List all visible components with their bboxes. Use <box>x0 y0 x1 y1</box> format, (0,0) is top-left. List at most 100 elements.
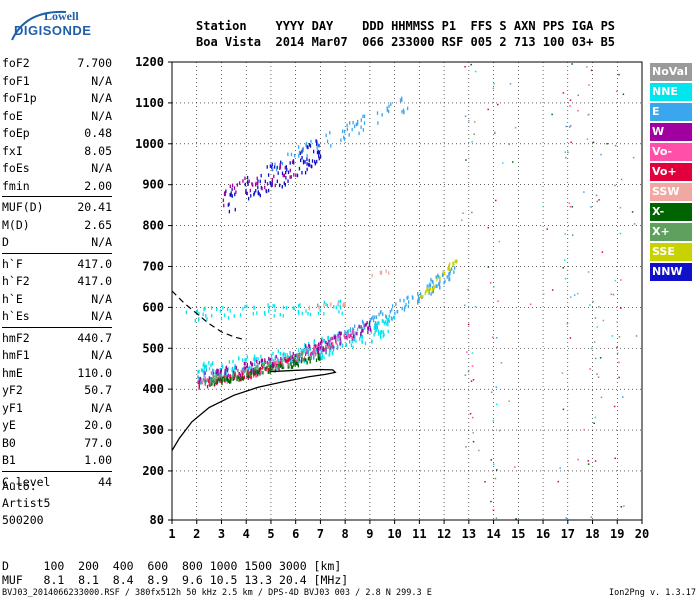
echo-point <box>435 275 437 279</box>
echo-point <box>232 370 235 375</box>
y-tick-label: 1200 <box>135 55 164 69</box>
echo-point <box>407 300 410 304</box>
echo-point <box>427 288 430 293</box>
echo-point <box>235 365 237 370</box>
param-value: 417.0 <box>77 256 112 271</box>
echo-point <box>282 363 284 368</box>
echo-point <box>448 267 450 271</box>
y-tick-label: 300 <box>142 423 164 437</box>
echo-point <box>293 363 295 367</box>
echo-point <box>322 346 324 350</box>
echo-point <box>302 159 305 164</box>
echo-point <box>288 357 291 361</box>
echo-point <box>329 348 331 353</box>
echo-point <box>244 368 246 373</box>
echo-point <box>254 362 256 366</box>
echo-point <box>266 182 269 186</box>
echo-point <box>420 294 422 299</box>
echo-point <box>403 110 405 115</box>
x-tick-label: 3 <box>218 527 225 541</box>
echo-point <box>298 154 300 158</box>
echo-point <box>326 342 329 347</box>
echo-point <box>286 359 288 363</box>
y-tick-label: 900 <box>142 178 164 192</box>
param-value: N/A <box>91 309 112 323</box>
echo-point <box>306 361 308 365</box>
noise-point <box>490 391 493 393</box>
echo-point <box>210 382 213 387</box>
echo-point <box>306 145 308 149</box>
param-value: 7.700 <box>77 56 112 70</box>
echo-point <box>452 263 454 267</box>
echo-point <box>251 182 253 186</box>
echo-point <box>269 358 271 363</box>
echo-point <box>328 341 331 346</box>
echo-point <box>317 350 319 354</box>
param-row: hmF1 N/A <box>2 347 112 365</box>
echo-point <box>228 209 231 214</box>
echo-point <box>329 338 332 343</box>
echo-point <box>208 379 210 384</box>
echo-point <box>288 365 290 369</box>
echo-point <box>385 314 387 318</box>
echo-point <box>431 287 434 292</box>
echo-point <box>301 356 304 361</box>
echo-point <box>258 368 260 373</box>
echo-point <box>280 363 283 367</box>
echo-point <box>267 303 269 307</box>
legend-item-e: E <box>650 103 692 121</box>
echo-point <box>279 165 282 169</box>
echo-point <box>362 326 364 331</box>
echo-point <box>361 319 364 324</box>
echo-point <box>443 280 445 285</box>
param-label: M(D) <box>2 217 30 232</box>
echo-point <box>429 286 432 291</box>
echo-point <box>284 353 286 357</box>
echo-point <box>228 360 230 364</box>
echo-point <box>291 355 294 359</box>
echo-point <box>224 368 226 373</box>
echo-point <box>325 340 327 345</box>
echo-point <box>378 321 380 325</box>
echo-point <box>231 376 233 381</box>
echo-point <box>391 317 393 321</box>
noise-point <box>514 466 516 468</box>
noise-point <box>472 378 475 381</box>
echo-point <box>269 364 272 369</box>
echo-point <box>287 179 289 183</box>
echo-point <box>280 356 282 361</box>
echo-point <box>379 332 382 336</box>
noise-point <box>492 286 495 288</box>
echo-point <box>241 367 243 371</box>
echo-point <box>274 364 276 368</box>
echo-point <box>297 309 300 314</box>
noise-point <box>494 199 497 202</box>
x-tick-label: 5 <box>267 527 274 541</box>
echo-point <box>363 114 366 119</box>
param-row: D N/A <box>2 234 112 252</box>
echo-point <box>201 380 203 385</box>
legend-item-nnw: NNW <box>650 263 692 281</box>
echo-point <box>329 130 331 135</box>
noise-point <box>474 305 477 308</box>
noise-point <box>619 206 622 209</box>
echo-point <box>390 102 392 106</box>
echo-point <box>247 366 249 371</box>
y-tick-label: 80 <box>150 513 164 527</box>
noise-point <box>473 133 475 135</box>
echo-point <box>203 370 206 375</box>
echo-point <box>444 271 446 276</box>
noise-point <box>596 373 598 376</box>
echo-point <box>367 326 369 331</box>
noise-point <box>464 304 466 307</box>
echo-point <box>430 277 432 282</box>
noise-point <box>590 69 593 72</box>
echo-point <box>355 339 357 343</box>
echo-point <box>325 345 327 349</box>
echo-point <box>221 365 224 369</box>
echo-point <box>212 368 214 373</box>
echo-point <box>202 363 204 367</box>
noise-point <box>601 251 604 253</box>
echo-point <box>242 369 244 374</box>
echo-point <box>260 185 262 190</box>
